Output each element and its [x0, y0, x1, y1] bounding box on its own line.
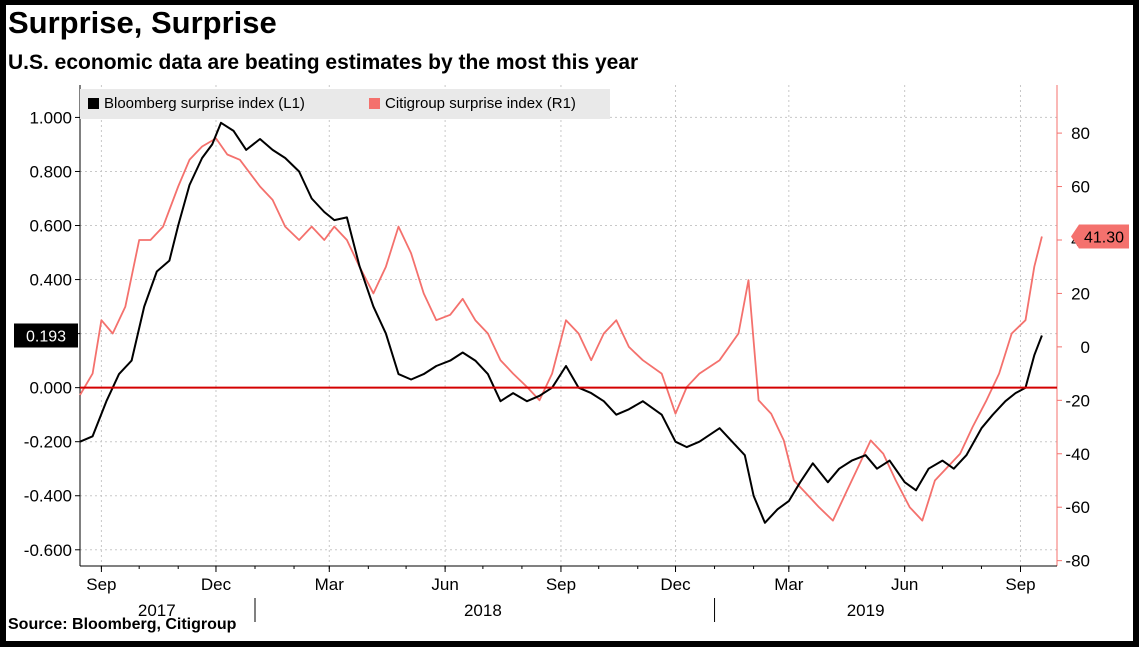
- left-axis-tick-label: -0.400: [24, 487, 72, 506]
- x-axis-month-label: Dec: [660, 575, 691, 594]
- x-axis-year-label: 2017: [138, 601, 176, 620]
- chart-frame: Surprise, Surprise U.S. economic data ar…: [6, 5, 1133, 641]
- left-axis-tick-label: 0.000: [29, 379, 72, 398]
- right-axis-tick-label: -80: [1065, 552, 1090, 571]
- last-value-tag-left: [14, 323, 78, 348]
- legend-box: [80, 89, 610, 119]
- series-line-citigroup: [79, 137, 1043, 522]
- x-axis-month-label: Sep: [1005, 575, 1035, 594]
- x-axis-month-label: Sep: [86, 575, 116, 594]
- x-axis-month-label: Mar: [315, 575, 345, 594]
- left-axis-tick-label: 0.400: [29, 271, 72, 290]
- right-axis-tick-label: -60: [1065, 498, 1090, 517]
- x-axis-month-label: Sep: [546, 575, 576, 594]
- chart-source: Source: Bloomberg, Citigroup: [8, 616, 237, 633]
- right-axis-tick-label: 80: [1071, 124, 1090, 143]
- legend-swatch-bloomberg: [88, 98, 99, 109]
- x-axis-month-label: Jun: [431, 575, 458, 594]
- series-line-bloomberg: [79, 121, 1043, 524]
- chart-subtitle: U.S. economic data are beating estimates…: [8, 51, 639, 74]
- right-axis-tick-label: -40: [1065, 445, 1090, 464]
- left-axis-tick-label: -0.200: [24, 433, 72, 452]
- right-axis-tick-label: 60: [1071, 178, 1090, 197]
- left-axis-tick-label: 1.000: [29, 108, 72, 127]
- x-axis-year-label: 2018: [464, 601, 502, 620]
- last-value-tag-right: [1071, 224, 1129, 249]
- x-axis-month-label: Mar: [774, 575, 804, 594]
- chart-svg: 1.0000.8000.6000.4000.2000.000-0.200-0.4…: [14, 85, 1129, 622]
- chart-title: Surprise, Surprise: [8, 5, 277, 40]
- left-axis-tick-label: 0.800: [29, 162, 72, 181]
- legend-label-bloomberg: Bloomberg surprise index (L1): [104, 95, 305, 112]
- x-axis-month-label: Dec: [201, 575, 232, 594]
- right-axis-tick-label: 0: [1081, 338, 1090, 357]
- right-axis-tick-label: 20: [1071, 284, 1090, 303]
- right-axis-tick-label: -20: [1065, 391, 1090, 410]
- x-axis-month-label: Jun: [891, 575, 918, 594]
- legend-swatch-citigroup: [369, 98, 380, 109]
- left-axis-tick-label: 0.600: [29, 217, 72, 236]
- left-axis-tick-label: -0.600: [24, 541, 72, 560]
- legend-label-citigroup: Citigroup surprise index (R1): [385, 95, 576, 112]
- last-value-label-right: 41.30: [1084, 230, 1124, 247]
- last-value-label-left: 0.193: [26, 328, 66, 345]
- x-axis-year-label: 2019: [847, 601, 885, 620]
